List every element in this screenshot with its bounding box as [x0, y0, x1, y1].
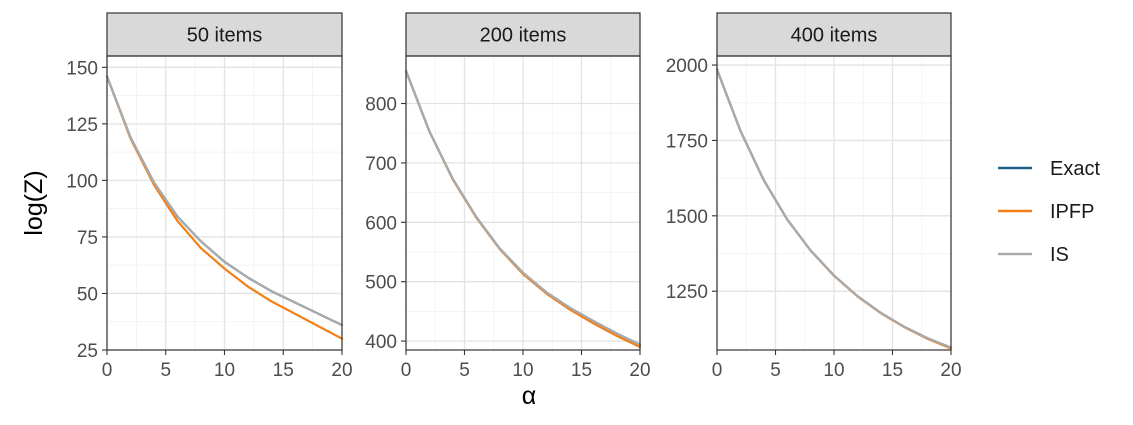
x-tick-label: 5: [770, 360, 781, 381]
y-tick-label: 500: [365, 273, 397, 294]
legend-label-is: IS: [1050, 244, 1069, 266]
x-tick-label: 15: [571, 360, 592, 381]
panel-title: 200 items: [480, 25, 567, 47]
x-tick-label: 20: [331, 360, 352, 381]
y-tick-label: 1750: [666, 131, 708, 152]
y-tick-label: 100: [66, 171, 98, 192]
x-tick-label: 10: [823, 360, 844, 381]
panel-strip: [405, 12, 641, 57]
x-tick-label: 15: [882, 360, 903, 381]
y-tick-label: 125: [66, 115, 98, 136]
panel-strip: [716, 12, 952, 57]
y-tick-label: 1250: [666, 282, 708, 303]
series-line-is: [404, 69, 642, 346]
y-tick-label: 150: [66, 58, 98, 79]
y-tick-label: 75: [77, 228, 98, 249]
x-tick-label: 0: [712, 360, 723, 381]
y-tick-label: 2000: [666, 56, 708, 77]
legend-label-ipfp: IPFP: [1050, 201, 1094, 223]
y-axis-title: log(Z): [20, 170, 48, 235]
x-tick-label: 20: [940, 360, 961, 381]
x-axis-title: α: [522, 382, 536, 410]
x-tick-label: 20: [629, 360, 650, 381]
y-tick-label: 1500: [666, 207, 708, 228]
legend-label-exact: Exact: [1050, 158, 1100, 180]
x-tick-label: 0: [401, 360, 412, 381]
x-tick-label: 0: [102, 360, 113, 381]
x-tick-label: 10: [214, 360, 235, 381]
x-tick-label: 15: [273, 360, 294, 381]
series-line-is: [715, 68, 953, 349]
y-tick-label: 700: [365, 154, 397, 175]
y-tick-label: 600: [365, 213, 397, 234]
x-tick-label: 10: [512, 360, 533, 381]
y-tick-label: 400: [365, 332, 397, 353]
panel-strip: [106, 12, 343, 57]
x-tick-label: 5: [160, 360, 171, 381]
y-tick-label: 50: [77, 284, 98, 305]
y-tick-label: 800: [365, 95, 397, 116]
x-tick-label: 5: [459, 360, 470, 381]
y-tick-label: 25: [77, 341, 98, 362]
series-line-is: [105, 75, 344, 327]
panel-title: 400 items: [791, 25, 878, 47]
panel-title: 50 items: [187, 25, 263, 47]
